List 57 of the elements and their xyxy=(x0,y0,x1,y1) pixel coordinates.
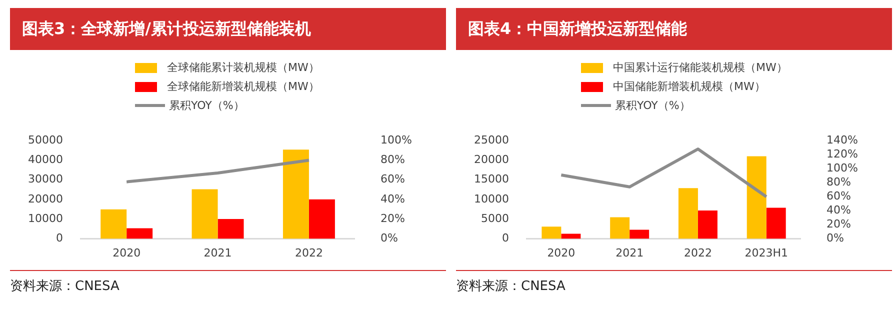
legend-label: 累积YOY（%） xyxy=(169,98,244,113)
chart-title: 图表4：中国新增投运新型储能 xyxy=(456,8,892,50)
legend-label: 中国储能新增装机规模（MW） xyxy=(613,79,766,94)
y2-tick-label: 40% xyxy=(380,192,406,206)
y2-tick-label: 60% xyxy=(380,172,406,186)
bar xyxy=(542,226,562,239)
bar xyxy=(218,218,244,239)
legend-label: 中国累计运行储能装机规模（MW） xyxy=(613,60,788,75)
y2-tick-label: 40% xyxy=(826,204,852,217)
y2-tick-label: 20% xyxy=(380,212,406,226)
y-tick-label: 40000 xyxy=(28,153,63,166)
y-tick-label: 0 xyxy=(502,232,509,245)
bar xyxy=(561,234,581,239)
legend-label: 累积YOY（%） xyxy=(615,98,690,113)
y2-tick-label: 140% xyxy=(826,133,858,146)
x-tick-label: 2021 xyxy=(616,246,644,260)
y2-tick-label: 120% xyxy=(826,147,858,160)
bar xyxy=(100,209,127,239)
y2-tick-label: 80% xyxy=(826,176,852,189)
bar xyxy=(766,208,786,239)
y2-tick-label: 60% xyxy=(826,190,852,203)
x-tick-label: 2022 xyxy=(294,246,323,260)
bar xyxy=(308,199,335,239)
bar xyxy=(630,230,650,239)
y2-tick-label: 0% xyxy=(380,232,398,245)
bar xyxy=(126,228,153,239)
bar xyxy=(610,217,630,239)
bar xyxy=(746,156,766,239)
y2-tick-label: 100% xyxy=(826,162,858,175)
bar xyxy=(678,188,698,239)
x-tick-label: 2021 xyxy=(204,246,232,260)
legend-label: 全球储能累计装机规模（MW） xyxy=(167,60,320,75)
y-tick-label: 5000 xyxy=(480,212,509,226)
y-tick-label: 30000 xyxy=(28,172,63,186)
y2-tick-label: 20% xyxy=(826,218,852,231)
y-tick-label: 15000 xyxy=(474,172,509,186)
x-tick-label: 2020 xyxy=(547,246,576,260)
text: 资料来源：CNESA xyxy=(456,278,566,295)
x-tick-label: 2020 xyxy=(112,246,141,260)
y-tick-label: 10000 xyxy=(474,192,509,206)
bar xyxy=(192,189,218,239)
y2-tick-label: 100% xyxy=(380,133,412,146)
y2-tick-label: 80% xyxy=(380,153,406,166)
y-tick-label: 0 xyxy=(56,232,63,245)
chart-title: 图表3：全球新增/累计投运新型储能装机 xyxy=(10,8,446,50)
x-tick-label: 2022 xyxy=(684,246,712,260)
legend-label: 全球储能新增装机规模（MW） xyxy=(167,79,320,94)
bar xyxy=(698,210,718,239)
x-tick-label: 2023H1 xyxy=(744,246,788,260)
y-tick-label: 10000 xyxy=(28,212,63,226)
y-tick-label: 50000 xyxy=(28,133,63,146)
bar xyxy=(282,150,309,239)
y-tick-label: 25000 xyxy=(474,133,509,146)
y-tick-label: 20000 xyxy=(28,192,63,206)
y2-tick-label: 0% xyxy=(826,232,844,245)
text: 资料来源：CNESA xyxy=(10,278,120,295)
y-tick-label: 20000 xyxy=(474,153,509,166)
